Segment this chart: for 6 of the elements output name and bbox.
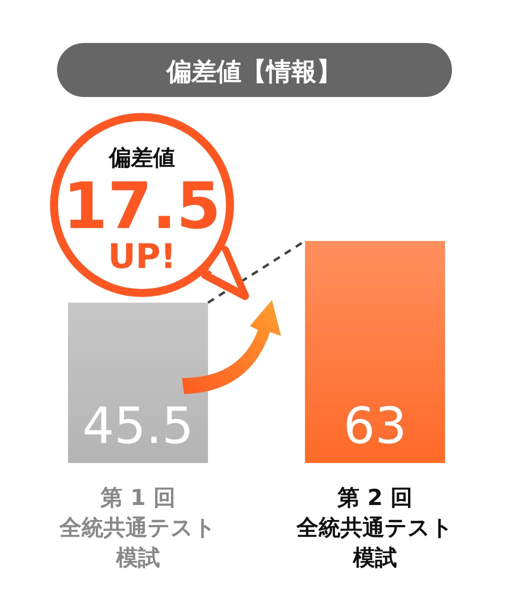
x-tick-label: 第 2 回全統共通テスト模試 xyxy=(296,486,454,571)
chart-title: 偏差値【情報】 xyxy=(166,57,342,86)
data-label: 45.5 xyxy=(82,397,194,455)
data-label: 63 xyxy=(343,397,407,455)
annotation: 偏差値 17.5 UP! xyxy=(63,146,221,277)
x-tick-label: 第 1 回全統共通テスト模試 xyxy=(58,486,216,571)
